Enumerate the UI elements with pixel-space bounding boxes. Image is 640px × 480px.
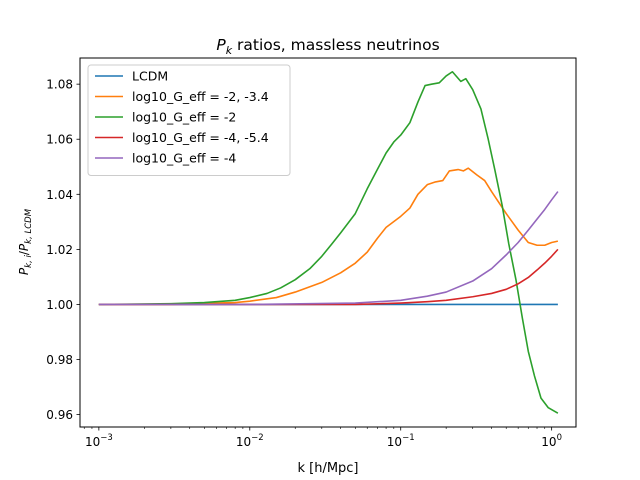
legend: LCDM log10_G_eff = -2, -3.4 log10_G_eff = … <box>87 64 291 176</box>
legend-label-3: log10_G_eff = -4, -5.4 <box>132 130 269 145</box>
legend-label-0: LCDM <box>132 69 168 84</box>
plot-lines <box>98 70 559 414</box>
series-line-4 <box>98 191 559 306</box>
y-tick-label-2: 1.00 <box>46 298 73 312</box>
y-tick-label-4: 1.04 <box>46 188 73 202</box>
legend-label-1: log10_G_eff = -2, -3.4 <box>132 89 269 104</box>
y-axis: 0.96 0.98 1.00 1.02 1.04 1.06 1.08 <box>46 78 80 422</box>
legend-label-2: log10_G_eff = -2 <box>132 110 236 125</box>
series-line-1 <box>98 167 559 306</box>
x-tick-label-2: 10−1 <box>387 433 415 449</box>
legend-box <box>87 64 291 176</box>
x-axis-label: k [h/Mpc] <box>297 461 358 476</box>
x-tick-label-1: 10−2 <box>236 433 264 449</box>
series-line-2 <box>98 70 559 414</box>
x-axis: 10−3 10−2 10−1 100 <box>83 427 562 449</box>
legend-label-4: log10_G_eff = -4 <box>132 151 236 166</box>
series-line-3 <box>98 248 559 306</box>
plot-frame <box>79 57 577 428</box>
chart-title: Pk ratios, massless neutrinos <box>216 36 439 57</box>
y-tick-label-3: 1.02 <box>46 243 73 257</box>
y-axis-label: Pk, i/Pk, LCDM <box>17 208 34 275</box>
y-tick-label-6: 1.08 <box>46 78 73 92</box>
y-tick-label-1: 0.98 <box>46 353 73 367</box>
x-tick-label-3: 100 <box>541 433 562 449</box>
x-tick-label-0: 10−3 <box>85 433 113 449</box>
y-tick-label-0: 0.96 <box>46 408 73 422</box>
y-tick-label-5: 1.06 <box>46 133 73 147</box>
